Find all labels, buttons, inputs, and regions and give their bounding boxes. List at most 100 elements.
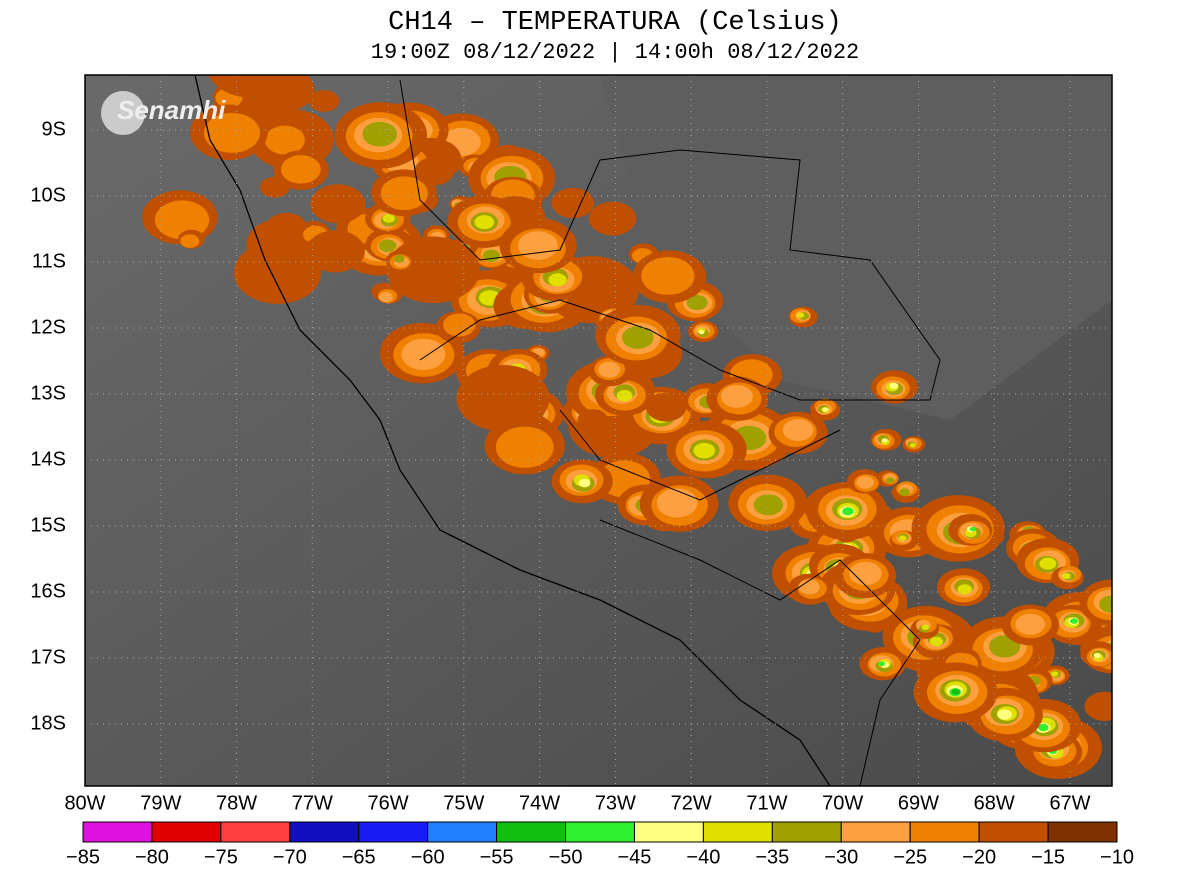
longitude-label: 78W: [216, 792, 257, 814]
latitude-label: 16S: [30, 580, 66, 602]
cloud: [798, 579, 820, 595]
cloud: [474, 215, 495, 230]
cloud: [233, 241, 322, 304]
colorbar-swatch: [702, 821, 773, 843]
cloud: [1015, 613, 1045, 635]
cloud: [362, 121, 398, 147]
coastline: [194, 75, 831, 786]
cloud: [1039, 557, 1057, 570]
colorbar-label: −55: [480, 846, 514, 868]
frame: [84, 74, 1113, 787]
cloud: [951, 688, 961, 695]
cloud: [443, 313, 476, 337]
cloud: [310, 184, 366, 224]
colorbar-swatch: [358, 821, 429, 843]
colorbar-label: −50: [549, 846, 583, 868]
colorbar-label: −70: [273, 846, 307, 868]
latitude-label: 9S: [42, 118, 66, 140]
cloud: [656, 488, 698, 518]
cloud: [393, 254, 405, 263]
longitude-label: 72W: [671, 792, 712, 814]
cloud: [929, 636, 944, 647]
cloud: [378, 239, 397, 253]
cloud: [693, 442, 716, 459]
subtitle: 19:00Z 08/12/2022 | 14:00h 08/12/2022: [371, 40, 859, 65]
longitude-label: 80W: [64, 792, 105, 814]
latitude-label: 17S: [30, 646, 66, 668]
cloud: [686, 295, 708, 311]
cloud: [578, 478, 591, 488]
cloud: [577, 409, 608, 431]
longitude-label: 77W: [292, 792, 333, 814]
map-area: [85, 75, 1186, 786]
cloud: [878, 661, 885, 667]
cloud: [1127, 732, 1186, 774]
colorbar-swatch: [565, 821, 635, 843]
cloud: [856, 476, 875, 489]
longitude-label: 76W: [368, 792, 409, 814]
cloud: [796, 312, 805, 318]
cloud-field: [142, 75, 1186, 779]
cloud: [969, 526, 976, 532]
latitude-label: 10S: [30, 184, 66, 206]
colorbar-label: −75: [204, 846, 238, 868]
cloud: [305, 230, 365, 273]
land-shade: [600, 75, 1112, 420]
colorbar-swatch: [82, 821, 153, 843]
cloud: [1099, 595, 1112, 613]
colorbar-swatch: [633, 821, 704, 843]
longitude-label: 74W: [519, 792, 560, 814]
cloud: [180, 234, 200, 248]
cloud: [414, 157, 454, 186]
colorbar-swatch: [840, 821, 911, 843]
colorbar-swatch: [496, 821, 567, 843]
cloud: [1111, 649, 1112, 653]
colorbar-label: −15: [1031, 846, 1065, 868]
cloud: [588, 201, 637, 236]
cloud: [378, 292, 393, 303]
colorbar-swatch: [427, 821, 498, 843]
colorbar-label: −25: [893, 846, 927, 868]
colorbar-swatch: [151, 821, 222, 843]
logo: Senamhi: [101, 91, 226, 135]
logo-sun: [101, 91, 145, 135]
cloud: [1070, 618, 1078, 624]
cloud: [1038, 723, 1049, 732]
cloud: [280, 155, 321, 184]
longitude-label: 68W: [974, 792, 1015, 814]
cloud: [264, 125, 305, 155]
cloud: [889, 382, 899, 390]
cloud: [842, 507, 854, 516]
colorbar-label: −35: [755, 846, 789, 868]
cloud: [208, 75, 297, 98]
cloud: [154, 200, 210, 240]
colorbar-label: −20: [962, 846, 996, 868]
cloud: [849, 561, 882, 586]
cloud: [921, 624, 930, 631]
colorbar-label: −30: [824, 846, 858, 868]
colorbar-label: −60: [411, 846, 445, 868]
cloud: [380, 176, 428, 211]
colorbar-label: −80: [135, 846, 169, 868]
logo-text: Senamhi: [117, 95, 226, 125]
cloud: [997, 709, 1012, 720]
cloud: [598, 361, 621, 378]
cloud: [203, 112, 261, 153]
longitude-label: 69W: [898, 792, 939, 814]
cloud: [753, 494, 783, 516]
cloud: [517, 231, 558, 260]
colorbar-swatch: [909, 821, 980, 843]
cloud: [1144, 740, 1175, 762]
cloud: [898, 535, 907, 541]
latitude-label: 18S: [30, 712, 66, 734]
colorbar-label: −10: [1100, 846, 1134, 868]
cloud: [1147, 742, 1169, 758]
cloud: [885, 477, 895, 484]
cloud: [308, 90, 340, 112]
colorbar-label: −85: [66, 846, 100, 868]
colorbar-swatch: [289, 821, 360, 843]
cloud: [899, 488, 910, 496]
cloud: [548, 273, 567, 287]
